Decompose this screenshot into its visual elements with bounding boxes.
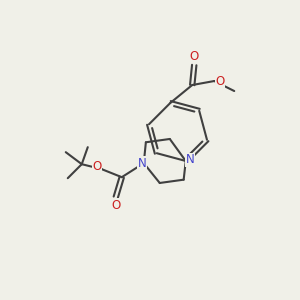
Text: N: N [137,157,146,170]
Text: O: O [190,50,199,62]
Text: O: O [216,74,225,88]
Text: N: N [185,154,194,166]
Text: O: O [92,160,101,173]
Text: O: O [111,199,120,212]
